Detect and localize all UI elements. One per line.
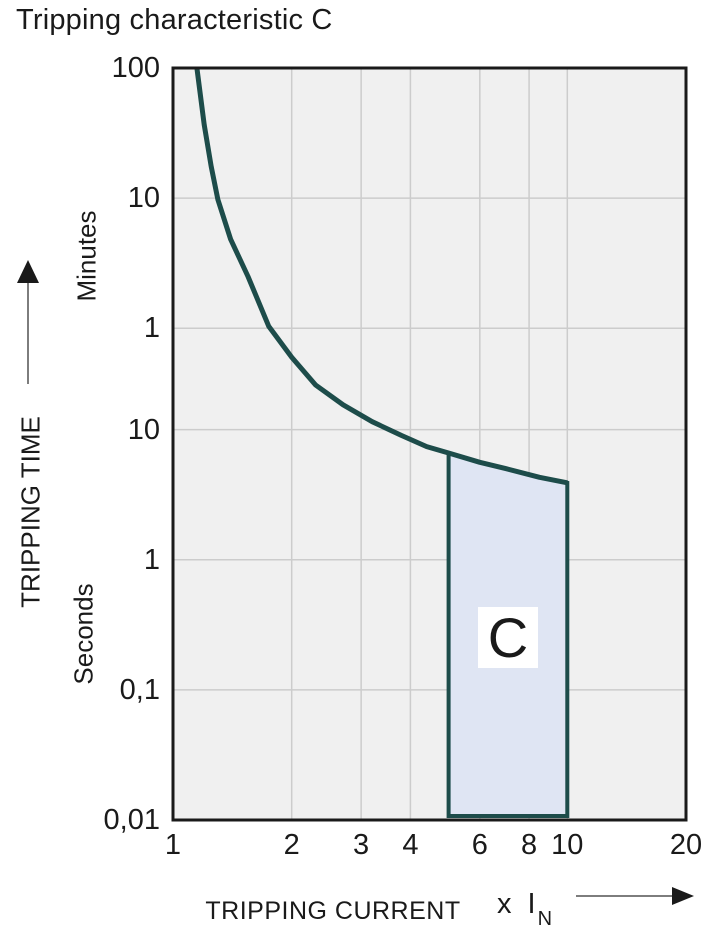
x-tick-label: 6 <box>471 829 488 861</box>
y-tick-label: 10 <box>127 413 160 446</box>
x-tick-label: 20 <box>669 829 703 861</box>
y-tick-label: 0,1 <box>119 673 160 706</box>
x-tick-label: 10 <box>551 829 584 861</box>
y-tick-label: 10 <box>127 182 160 215</box>
x-axis-label: TRIPPING CURRENT <box>205 897 461 925</box>
region-c-label-box: C <box>478 607 538 668</box>
multiplier-subscript: N <box>537 907 553 928</box>
x-tick-label: 1 <box>164 829 182 861</box>
region-c-label: C <box>487 605 529 669</box>
x-tick-label: 2 <box>283 829 300 861</box>
plot-frame <box>171 66 688 822</box>
right-arrow-icon <box>576 887 694 905</box>
plot-background <box>173 68 686 820</box>
y-tick-label: 1 <box>143 312 160 345</box>
figure-title: Tripping characteristic C <box>16 4 333 36</box>
y-unit-minutes-label: Minutes <box>71 210 102 302</box>
y-unit-seconds-label: Seconds <box>68 583 99 685</box>
multiplier-text: x I <box>497 888 536 920</box>
up-arrow-icon <box>17 260 39 384</box>
y-tick-label: 0,01 <box>103 804 160 836</box>
y-tick-label: 1 <box>143 543 160 576</box>
x-tick-label: 8 <box>521 829 538 861</box>
x-tick-label: 4 <box>402 829 419 861</box>
x-tick-label: 3 <box>353 829 370 861</box>
y-tick-label: 100 <box>111 52 160 84</box>
characteristic-curve <box>194 67 568 486</box>
